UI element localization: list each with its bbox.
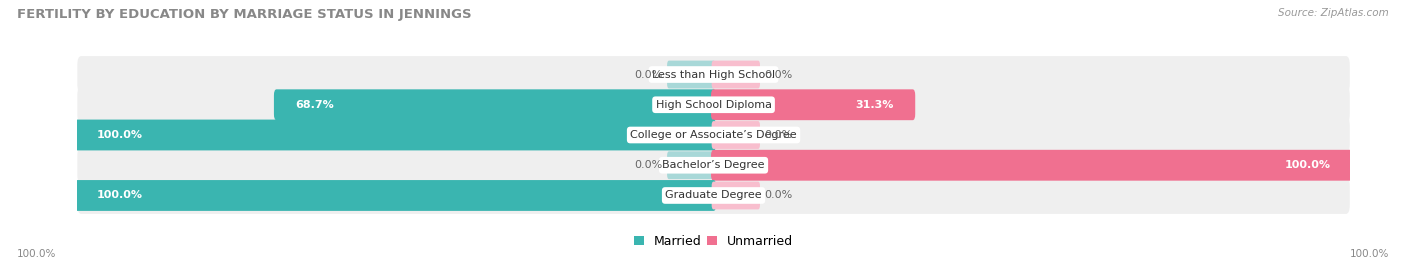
Text: 100.0%: 100.0% (97, 130, 142, 140)
Text: 100.0%: 100.0% (1285, 160, 1330, 170)
FancyBboxPatch shape (274, 89, 716, 120)
FancyBboxPatch shape (77, 177, 1350, 214)
FancyBboxPatch shape (711, 121, 761, 149)
Text: 0.0%: 0.0% (634, 69, 662, 80)
Text: 100.0%: 100.0% (97, 190, 142, 201)
Text: College or Associate’s Degree: College or Associate’s Degree (630, 130, 797, 140)
Text: FERTILITY BY EDUCATION BY MARRIAGE STATUS IN JENNINGS: FERTILITY BY EDUCATION BY MARRIAGE STATU… (17, 8, 471, 21)
FancyBboxPatch shape (77, 56, 1350, 93)
Text: Graduate Degree: Graduate Degree (665, 190, 762, 201)
Text: 0.0%: 0.0% (634, 160, 662, 170)
Text: 100.0%: 100.0% (17, 249, 56, 259)
Text: 31.3%: 31.3% (855, 100, 894, 110)
FancyBboxPatch shape (666, 60, 716, 89)
Text: 100.0%: 100.0% (1350, 249, 1389, 259)
Text: 0.0%: 0.0% (765, 69, 793, 80)
Text: Source: ZipAtlas.com: Source: ZipAtlas.com (1278, 8, 1389, 18)
FancyBboxPatch shape (77, 117, 1350, 153)
FancyBboxPatch shape (75, 180, 716, 211)
FancyBboxPatch shape (711, 89, 915, 120)
Text: 68.7%: 68.7% (295, 100, 335, 110)
FancyBboxPatch shape (711, 150, 1353, 181)
Legend: Married, Unmarried: Married, Unmarried (628, 230, 799, 253)
FancyBboxPatch shape (666, 151, 716, 179)
Text: 0.0%: 0.0% (765, 130, 793, 140)
Text: High School Diploma: High School Diploma (655, 100, 772, 110)
FancyBboxPatch shape (77, 86, 1350, 123)
Text: Less than High School: Less than High School (652, 69, 775, 80)
FancyBboxPatch shape (75, 120, 716, 150)
Text: Bachelor’s Degree: Bachelor’s Degree (662, 160, 765, 170)
FancyBboxPatch shape (711, 181, 761, 210)
Text: 0.0%: 0.0% (765, 190, 793, 201)
FancyBboxPatch shape (77, 147, 1350, 184)
FancyBboxPatch shape (711, 60, 761, 89)
